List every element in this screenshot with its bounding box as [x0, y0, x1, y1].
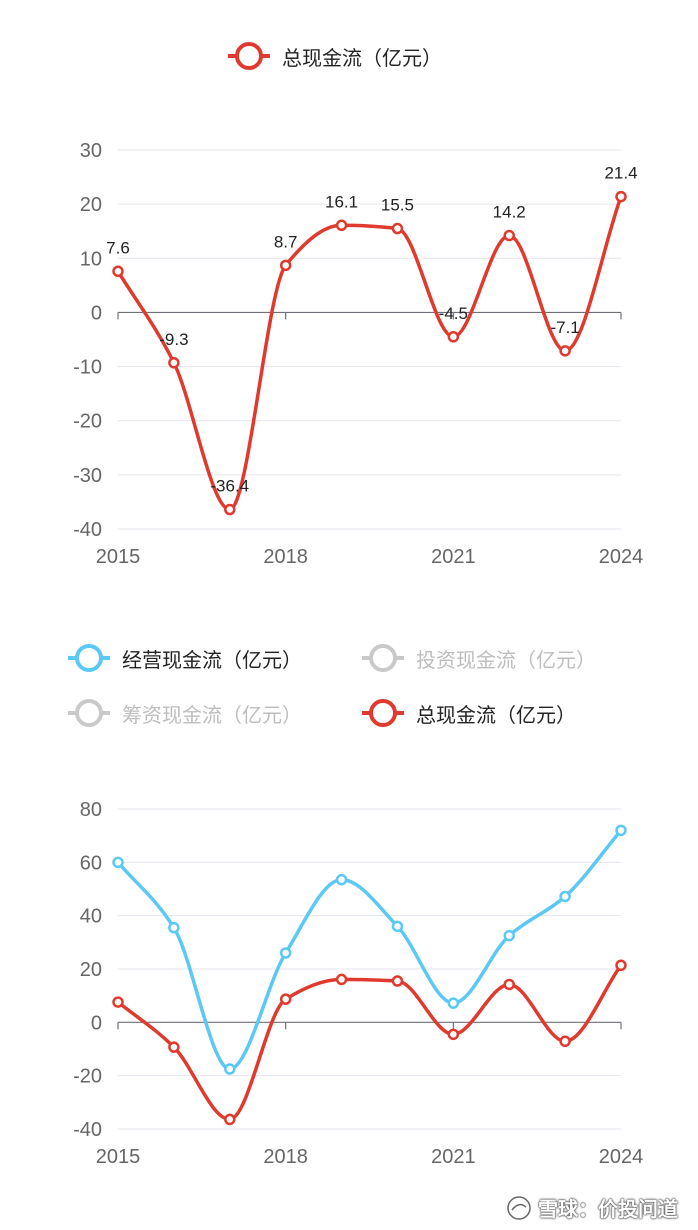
chart2-legend-financing[interactable]: 筹资现金流（亿元） [66, 697, 302, 729]
x-tick-label: 2021 [431, 546, 476, 568]
y-tick-label: -40 [73, 1119, 102, 1141]
data-point [391, 222, 404, 235]
data-point [168, 1041, 180, 1053]
data-point [168, 357, 180, 369]
data-point [559, 345, 571, 357]
circle-line-icon [228, 42, 270, 70]
data-point [615, 959, 627, 972]
circle-line-icon [68, 644, 110, 672]
watermark: 雪球：价投问道 [506, 1193, 678, 1222]
data-point [615, 190, 627, 203]
data-label: -9.3 [159, 330, 188, 349]
x-tick-label: 2015 [96, 546, 141, 568]
x-tick-label: 2018 [263, 546, 308, 568]
chart2-legend-investing[interactable]: 投资现金流（亿元） [360, 642, 596, 674]
data-point [168, 921, 180, 934]
watermark-text: 雪球：价投问道 [538, 1197, 678, 1221]
data-point [224, 1063, 236, 1075]
y-tick-label: 20 [80, 959, 102, 981]
data-label: 16.1 [325, 192, 358, 211]
y-tick-label: -20 [73, 1066, 102, 1088]
data-point [447, 331, 460, 343]
data-point [559, 890, 571, 903]
legend-label: 经营现金流（亿元） [122, 647, 302, 672]
y-tick-label: -20 [73, 411, 102, 433]
data-label: 21.4 [604, 164, 637, 183]
data-label: -36.4 [210, 477, 249, 496]
y-tick-label: 60 [80, 852, 102, 874]
data-point [447, 1028, 460, 1041]
data-label: 8.7 [274, 232, 298, 251]
data-point [615, 824, 627, 837]
data-point [112, 996, 124, 1008]
legend-label: 筹资现金流（亿元） [122, 702, 302, 727]
legend-label: 投资现金流（亿元） [416, 647, 596, 672]
data-point [335, 219, 348, 232]
total-cashflow-chart: 30 20 10 0 -10 -20 -30 -40 2015 2018 2021 2024 7.6 -9… [73, 140, 644, 568]
snowball-logo-icon [507, 1195, 531, 1220]
series-line [116, 964, 623, 1122]
y-tick-label: 20 [80, 194, 102, 216]
data-point [391, 920, 404, 933]
series-line [116, 829, 623, 1071]
cashflow-breakdown-chart: 80 60 40 20 0 -20 -40 2015 2018 2021 2024 [73, 799, 644, 1168]
y-tick-label: 40 [80, 906, 102, 928]
circle-line-icon [68, 699, 110, 727]
legend-label: 总现金流（亿元） [282, 45, 442, 70]
data-label: 15.5 [381, 196, 414, 215]
y-tick-label: 80 [80, 799, 102, 821]
y-tick-label: 30 [80, 140, 102, 162]
data-point [279, 947, 292, 959]
series-line [116, 195, 623, 512]
data-point [335, 873, 348, 886]
data-point [224, 1113, 236, 1126]
y-tick-label: -10 [73, 357, 102, 379]
y-tick-label: -40 [73, 519, 102, 541]
data-point [447, 997, 460, 1009]
data-point [503, 929, 515, 942]
data-point [112, 856, 124, 869]
data-point [279, 259, 292, 272]
chart2-legend-operating[interactable]: 经营现金流（亿元） [66, 642, 302, 674]
x-tick-label: 2015 [96, 1146, 141, 1168]
circle-line-icon [362, 644, 404, 672]
circle-line-icon [362, 699, 404, 727]
data-label: -4.5 [439, 304, 468, 323]
data-point [335, 973, 348, 986]
x-tick-label: 2021 [431, 1146, 476, 1168]
y-tick-label: 0 [91, 302, 102, 324]
data-point [503, 229, 515, 242]
y-tick-label: 10 [80, 248, 102, 270]
data-point [112, 265, 124, 278]
chart2-legend-total[interactable]: 总现金流（亿元） [360, 697, 576, 729]
x-tick-label: 2018 [263, 1146, 308, 1168]
data-point [391, 975, 404, 987]
data-label: 14.2 [493, 203, 526, 222]
x-tick-label: 2024 [599, 546, 644, 568]
data-label: 7.6 [106, 238, 130, 257]
legend-label: 总现金流（亿元） [416, 702, 576, 727]
y-tick-label: 0 [91, 1012, 102, 1034]
data-point [503, 978, 515, 991]
data-point [224, 503, 236, 516]
data-point [279, 993, 292, 1005]
data-label: -7.1 [550, 318, 579, 337]
data-point [559, 1035, 571, 1048]
y-tick-label: -30 [73, 465, 102, 487]
x-tick-label: 2024 [599, 1146, 644, 1168]
chart1-legend-total[interactable]: 总现金流（亿元） [226, 40, 442, 72]
